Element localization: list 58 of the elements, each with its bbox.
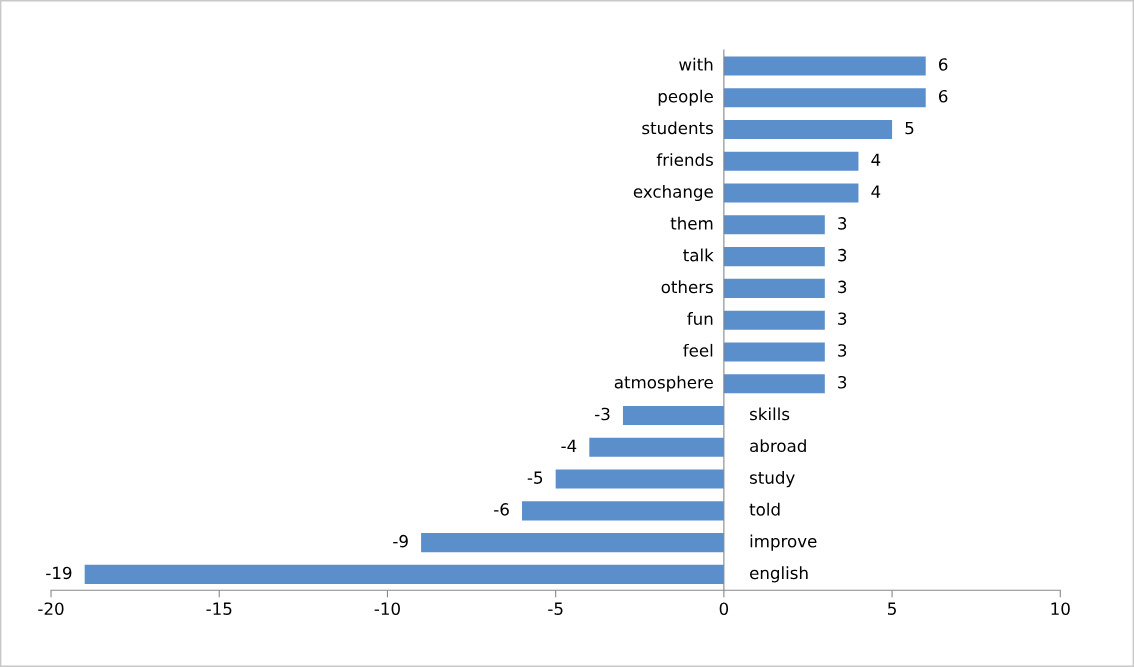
data-label: -9 [393,534,408,548]
data-label: 6 [939,89,948,103]
x-tick-label: 5 [888,602,896,615]
data-label: -6 [494,503,509,516]
data-label: 6 [939,58,948,71]
bar [723,183,859,203]
y-tick-label: students [642,121,713,135]
y-tick-label: told [749,502,780,516]
bar [723,151,859,171]
y-tick-label: people [658,89,713,106]
y-tick-label: them [670,216,713,230]
y-tick-label: fun [687,312,713,325]
y-tick-label: study [750,471,795,488]
y-tick-label: atmosphere [614,375,713,392]
y-tick-label: improve [750,534,817,551]
data-label: 3 [838,312,847,325]
y-tick-label: friends [656,153,713,167]
y-tick-label: skills [750,407,790,421]
data-label: -5 [527,471,543,484]
x-tick-label: 10 [1051,602,1070,615]
y-tick-label: with [679,57,713,71]
data-label: 4 [871,153,881,166]
bar [723,247,825,267]
data-label: -4 [561,439,577,452]
x-tick-label: -5 [548,602,563,615]
bar [723,88,926,108]
data-label: 4 [871,185,881,198]
y-tick-label: talk [683,248,714,262]
y-tick-label: abroad [750,439,806,453]
bar [723,342,825,362]
bar [84,564,724,584]
bar [622,405,724,426]
data-label: 5 [905,121,914,135]
x-tick-label: -20 [38,602,64,615]
bar [589,437,724,457]
data-label: 3 [838,248,847,262]
bar [723,119,893,140]
y-tick-label: feel [683,343,713,357]
y-tick-label: exchange [633,184,713,202]
bar [723,310,825,330]
y-tick-label: english [750,566,808,583]
bar [723,278,825,298]
data-label: 3 [838,280,847,294]
x-tick-label: -10 [374,602,400,615]
y-tick-label: others [661,280,713,294]
data-label: 3 [838,375,847,389]
data-label: -19 [46,566,72,580]
x-tick-label: -15 [206,602,232,615]
data-label: 3 [838,344,847,357]
bar [522,501,724,521]
bar [421,533,724,553]
bar [723,215,825,235]
x-tick-label: 0 [719,602,729,615]
bar [723,56,926,76]
bar [555,469,724,489]
bar [723,374,825,394]
data-label: -3 [595,407,610,421]
data-label: 3 [838,217,847,230]
